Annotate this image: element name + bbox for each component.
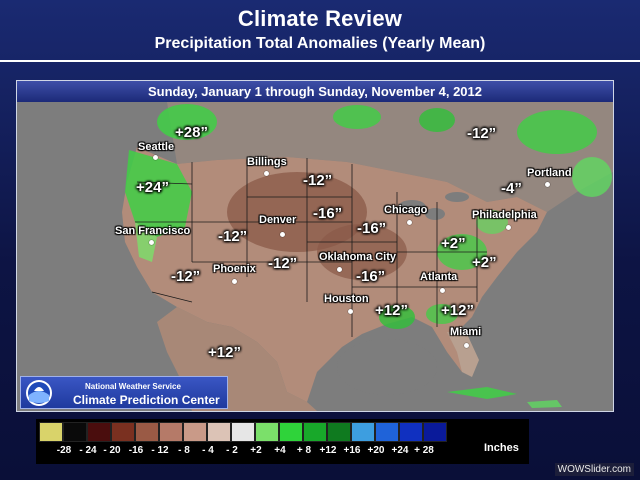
noaa-logo-icon [26, 380, 52, 406]
city-marker-portland [545, 182, 550, 187]
anomaly-label: +2” [472, 254, 497, 271]
anomaly-label: -12” [171, 268, 201, 285]
city-marker-phoenix [232, 279, 237, 284]
anomaly-label: +2” [441, 235, 466, 252]
legend-tick-label: -28 [56, 445, 72, 456]
legend-swatch [39, 422, 63, 442]
city-marker-seattle [153, 155, 158, 160]
color-legend: -28 - 24 - 20 -16 - 12 - 8 - 4 - 2 +2 +4 + 8 +12 +16… [36, 419, 529, 464]
city-label-san-francisco: San Francisco [115, 225, 191, 237]
legend-swatch [327, 422, 351, 442]
anomaly-label: -16” [313, 205, 343, 222]
city-label-philadelphia: Philadelphia [472, 209, 537, 221]
legend-tick-label: +20 [367, 445, 385, 456]
anomaly-map-graphic [17, 102, 613, 411]
legend-tick-label: - 4 [202, 445, 214, 456]
anomaly-label: +24” [136, 179, 169, 196]
legend-swatch [135, 422, 159, 442]
city-label-portland: Portland [527, 167, 572, 179]
legend-swatch [255, 422, 279, 442]
precipitation-map: Sunday, January 1 through Sunday, Novemb… [16, 80, 614, 412]
center-name: Climate Prediction Center [73, 393, 220, 407]
agency-logo-box: National Weather Service Climate Predict… [20, 376, 228, 409]
anomaly-label: -12” [268, 255, 298, 272]
legend-tick-label: +2 [250, 445, 262, 456]
legend-tick-label: - 2 [226, 445, 238, 456]
legend-tick-label: - 24 [79, 445, 97, 456]
legend-swatch [375, 422, 399, 442]
legend-swatch [351, 422, 375, 442]
city-marker-denver [280, 232, 285, 237]
legend-swatch [183, 422, 207, 442]
legend-swatch [423, 422, 447, 442]
anomaly-label: -12” [467, 125, 497, 142]
anomaly-label: +12” [441, 302, 474, 319]
legend-tick-label: +16 [343, 445, 361, 456]
legend-swatch [63, 422, 87, 442]
city-label-phoenix: Phoenix [213, 263, 256, 275]
legend-tick-label: + 8 [296, 445, 312, 456]
city-label-denver: Denver [259, 214, 297, 226]
legend-tick-label: -16 [128, 445, 144, 456]
legend-tick-label: - 8 [178, 445, 190, 456]
date-range-banner: Sunday, January 1 through Sunday, Novemb… [17, 81, 613, 103]
legend-tick-label: +24 [391, 445, 409, 456]
city-label-miami: Miami [450, 326, 482, 338]
city-marker-billings [264, 171, 269, 176]
city-marker-oklahoma-city [337, 267, 342, 272]
slide-subtitle: Precipitation Total Anomalies (Yearly Me… [154, 35, 486, 52]
city-label-seattle: Seattle [138, 141, 175, 153]
legend-swatch [399, 422, 423, 442]
anomaly-label: +12” [375, 302, 408, 319]
city-marker-miami [464, 343, 469, 348]
anomaly-label: -12” [218, 228, 248, 245]
anomaly-label: -4” [501, 180, 522, 197]
anomaly-label: +12” [208, 344, 241, 361]
city-label-houston: Houston [324, 293, 369, 305]
city-label-billings: Billings [247, 156, 287, 168]
legend-swatch [303, 422, 327, 442]
city-marker-houston [348, 309, 353, 314]
legend-tick-label: + 28 [414, 445, 434, 456]
legend-swatch [87, 422, 111, 442]
legend-tick-label: - 12 [151, 445, 169, 456]
city-label-atlanta: Atlanta [420, 271, 458, 283]
city-label-chicago: Chicago [384, 204, 428, 216]
anomaly-label: -16” [357, 220, 387, 237]
agency-name: National Weather Service [85, 382, 181, 391]
anomaly-label: -16” [356, 268, 386, 285]
city-marker-chicago [407, 220, 412, 225]
legend-tick-label: +12 [319, 445, 337, 456]
legend-swatch [207, 422, 231, 442]
anomaly-label: -12” [303, 172, 333, 189]
city-marker-san-francisco [149, 240, 154, 245]
city-label-oklahoma-city: Oklahoma City [319, 251, 397, 263]
anomaly-label: +28” [175, 124, 208, 141]
legend-swatch [111, 422, 135, 442]
legend-tick-label: - 20 [103, 445, 121, 456]
city-marker-atlanta [440, 288, 445, 293]
legend-swatch [231, 422, 255, 442]
legend-tick-label: +4 [274, 445, 286, 456]
city-marker-philadelphia [506, 225, 511, 230]
legend-swatch [279, 422, 303, 442]
title-divider [0, 60, 640, 62]
watermark: WOWSlider.com [554, 463, 634, 476]
slide-title: Climate Review [237, 6, 403, 31]
legend-units: Inches [484, 442, 519, 454]
legend-swatch [159, 422, 183, 442]
